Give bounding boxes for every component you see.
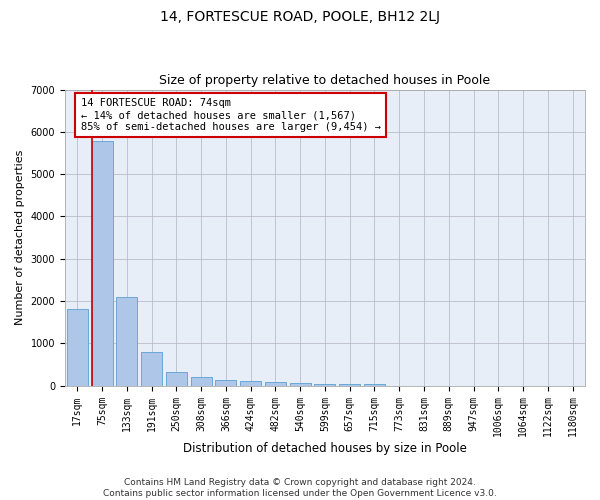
Bar — [215, 380, 236, 386]
Y-axis label: Number of detached properties: Number of detached properties — [15, 150, 25, 326]
X-axis label: Distribution of detached houses by size in Poole: Distribution of detached houses by size … — [183, 442, 467, 455]
Bar — [166, 372, 187, 386]
Text: Contains HM Land Registry data © Crown copyright and database right 2024.
Contai: Contains HM Land Registry data © Crown c… — [103, 478, 497, 498]
Text: 14, FORTESCUE ROAD, POOLE, BH12 2LJ: 14, FORTESCUE ROAD, POOLE, BH12 2LJ — [160, 10, 440, 24]
Title: Size of property relative to detached houses in Poole: Size of property relative to detached ho… — [160, 74, 491, 87]
Bar — [67, 310, 88, 386]
Bar — [141, 352, 162, 386]
Bar — [290, 384, 311, 386]
Bar — [339, 384, 360, 386]
Bar — [314, 384, 335, 386]
Bar — [116, 297, 137, 386]
Bar — [364, 384, 385, 386]
Bar — [92, 141, 113, 386]
Bar — [191, 377, 212, 386]
Bar — [240, 381, 261, 386]
Text: 14 FORTESCUE ROAD: 74sqm
← 14% of detached houses are smaller (1,567)
85% of sem: 14 FORTESCUE ROAD: 74sqm ← 14% of detach… — [80, 98, 380, 132]
Bar — [265, 382, 286, 386]
